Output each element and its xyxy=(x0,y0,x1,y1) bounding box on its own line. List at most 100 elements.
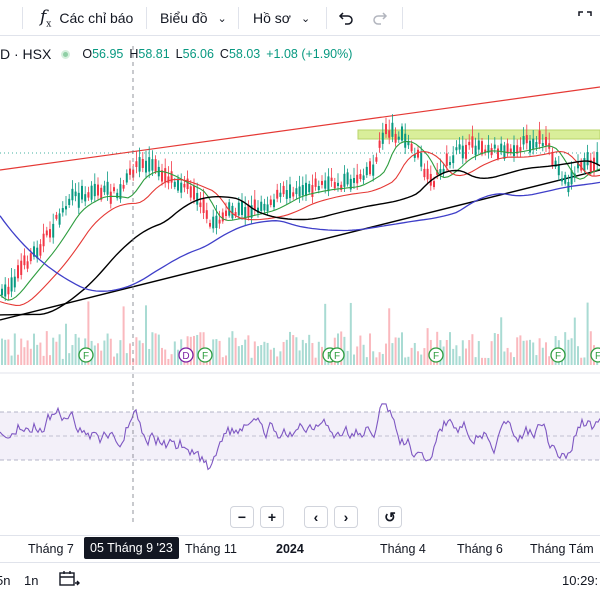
time-axis[interactable]: Tháng 7 Tháng 11 2024 Tháng 4 Tháng 6 Th… xyxy=(0,535,600,561)
clock-label: 10:29: xyxy=(562,573,599,588)
volume-bar xyxy=(548,356,551,365)
volume-bar xyxy=(471,334,474,365)
candle-body xyxy=(525,135,528,144)
lower-trend-line xyxy=(0,169,600,321)
candle-body xyxy=(484,149,487,153)
candle-body xyxy=(125,173,128,183)
volume-bar xyxy=(423,348,426,365)
volume-bar xyxy=(282,341,285,365)
candle-body xyxy=(577,161,579,169)
volume-bar xyxy=(378,352,381,365)
volume-bar xyxy=(97,343,99,365)
candle-body xyxy=(116,192,119,199)
time-label: Tháng 11 xyxy=(185,542,237,556)
volume-bar xyxy=(23,347,26,365)
candle-body xyxy=(84,194,87,202)
candle-body xyxy=(4,284,7,297)
candle-body xyxy=(378,140,381,148)
redo-button[interactable] xyxy=(372,0,388,36)
candle-body xyxy=(199,202,202,208)
candle-body xyxy=(266,204,269,212)
chevron-down-icon: ⌄ xyxy=(217,12,227,25)
ma-mid-line xyxy=(0,150,600,306)
volume-bar xyxy=(407,356,410,365)
price-chart[interactable]: FDFFFFFF xyxy=(0,36,600,526)
volume-bar xyxy=(241,345,243,365)
symbol-label[interactable]: D · HSX xyxy=(0,46,52,62)
volume-bar xyxy=(263,341,266,365)
range-5y-button[interactable]: 5n xyxy=(0,573,11,588)
volume-bar xyxy=(375,357,378,365)
zoom-in-button[interactable]: + xyxy=(260,506,284,528)
candle-body xyxy=(356,174,359,184)
chart-type-button[interactable]: Biểu đồ ⌄ xyxy=(160,0,227,36)
time-label: Tháng 7 xyxy=(28,542,74,556)
candle-body xyxy=(532,138,535,150)
date-range-button[interactable] xyxy=(58,569,80,592)
event-marker-label: F xyxy=(595,351,600,362)
volume-bar xyxy=(516,337,519,365)
profile-button[interactable]: Hồ sơ ⌄ xyxy=(253,0,310,36)
indicators-button[interactable]: fx Các chỉ báo xyxy=(40,0,133,36)
candle-body xyxy=(292,192,295,197)
candle-body xyxy=(500,143,503,151)
candle-body xyxy=(81,185,83,200)
volume-bar xyxy=(359,335,362,365)
volume-bar xyxy=(308,334,311,365)
volume-bar xyxy=(87,301,90,365)
candle-body xyxy=(301,185,304,196)
reset-chart-button[interactable]: ↺ xyxy=(378,506,402,528)
zoom-gap xyxy=(364,506,372,528)
candle-body xyxy=(385,124,387,135)
candle-body xyxy=(516,145,519,154)
market-status-icon xyxy=(61,49,71,59)
volume-bar xyxy=(484,357,487,365)
candle-body xyxy=(36,247,39,259)
candle-body xyxy=(279,192,282,197)
candle-body xyxy=(58,213,61,225)
candle-body xyxy=(509,148,512,153)
candle-body xyxy=(189,186,192,198)
candle-body xyxy=(545,136,547,146)
candle-body xyxy=(423,168,426,178)
undo-button[interactable] xyxy=(338,0,354,36)
candle-body xyxy=(13,276,16,288)
candle-body xyxy=(55,214,58,219)
candle-body xyxy=(196,192,199,205)
candle-body xyxy=(282,185,285,195)
fullscreen-button[interactable] xyxy=(578,0,592,36)
candle-body xyxy=(26,261,29,269)
chevron-down-icon: ⌄ xyxy=(300,12,311,25)
profile-label: Hồ sơ xyxy=(253,10,291,26)
volume-bar xyxy=(125,353,128,365)
volume-bar xyxy=(260,345,263,365)
candle-body xyxy=(71,188,74,201)
candle-body xyxy=(330,177,333,182)
volume-bar xyxy=(285,339,288,365)
ma-long-line xyxy=(0,181,600,292)
candle-body xyxy=(276,189,279,199)
candle-body xyxy=(263,203,266,211)
candle-body xyxy=(154,159,157,172)
zoom-gap xyxy=(290,506,298,528)
candle-body xyxy=(93,183,96,197)
candle-body xyxy=(442,168,445,174)
zoom-out-button[interactable]: − xyxy=(230,506,254,528)
volume-bar xyxy=(106,333,109,365)
candle-body xyxy=(468,141,471,146)
candle-body xyxy=(122,184,125,189)
ma-fast-line xyxy=(0,140,600,301)
volume-bar xyxy=(589,331,592,365)
candle-body xyxy=(324,180,327,189)
range-1y-button[interactable]: 1n xyxy=(24,573,39,588)
volume-bar xyxy=(577,346,579,365)
volume-bar xyxy=(487,357,490,365)
candle-body xyxy=(135,161,138,168)
candle-body xyxy=(433,181,435,188)
scroll-left-button[interactable]: ‹ xyxy=(304,506,328,528)
candle-body xyxy=(487,144,490,153)
scroll-right-button[interactable]: › xyxy=(334,506,358,528)
volume-bar xyxy=(113,356,115,365)
candle-body xyxy=(314,178,317,187)
candle-body xyxy=(349,178,352,190)
